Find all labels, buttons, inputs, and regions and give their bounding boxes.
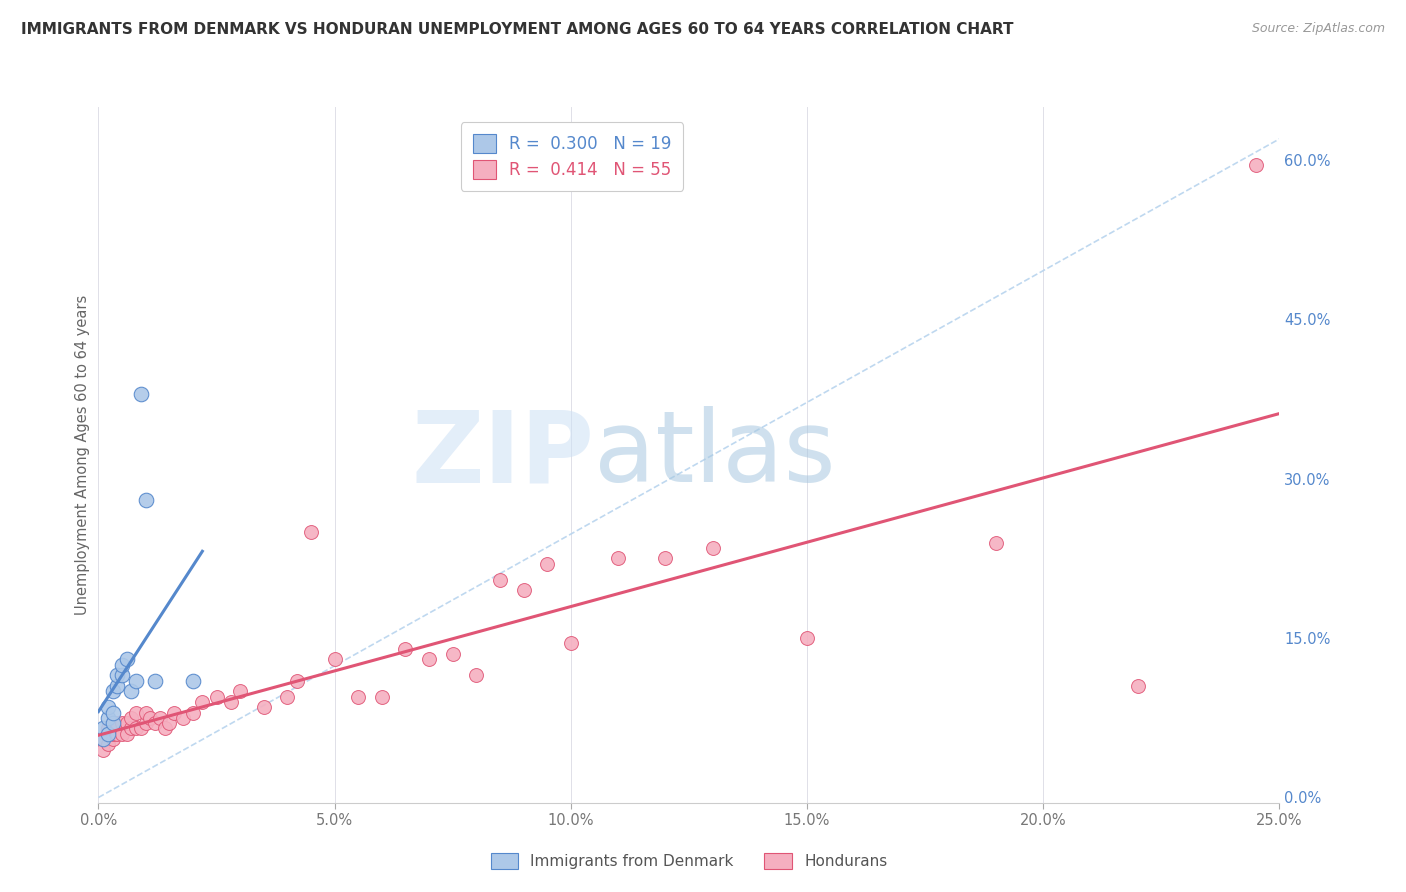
Point (181, 706, 204, 720)
Point (512, 583, 534, 598)
Point (97, 727, 120, 741)
Point (125, 673, 148, 688)
Text: atlas: atlas (595, 407, 837, 503)
Point (285, 673, 308, 688)
Point (560, 636, 582, 650)
Point (121, 722, 143, 736)
Point (125, 722, 148, 736)
Point (91, 722, 114, 736)
Point (105, 727, 128, 741)
Point (121, 711, 143, 725)
Legend: Immigrants from Denmark, Hondurans: Immigrants from Denmark, Hondurans (485, 847, 893, 875)
Point (143, 716, 166, 731)
Point (157, 716, 180, 731)
Point (105, 716, 128, 731)
Point (984, 535, 1007, 549)
Point (149, 711, 172, 725)
Point (101, 722, 124, 736)
Point (323, 652, 346, 666)
Point (111, 727, 134, 741)
Point (347, 690, 370, 704)
Point (91, 732, 114, 747)
Point (105, 679, 128, 693)
Point (172, 711, 194, 725)
Point (105, 668, 128, 682)
Point (101, 716, 124, 731)
Point (163, 706, 186, 720)
Text: Source: ZipAtlas.com: Source: ZipAtlas.com (1251, 22, 1385, 36)
Point (125, 706, 148, 720)
Point (181, 673, 204, 688)
Point (91, 742, 114, 756)
Point (111, 668, 134, 682)
Point (205, 690, 228, 704)
Point (101, 706, 124, 720)
Point (97, 727, 120, 741)
Legend: R =  0.300   N = 19, R =  0.414   N = 55: R = 0.300 N = 19, R = 0.414 N = 55 (461, 122, 683, 191)
Point (135, 716, 157, 731)
Point (129, 387, 152, 401)
Point (111, 657, 134, 672)
Point (121, 684, 143, 698)
Point (97, 722, 120, 736)
Point (465, 668, 488, 682)
Point (91, 732, 114, 747)
Point (115, 727, 138, 741)
Point (111, 716, 134, 731)
Point (489, 573, 512, 587)
Point (299, 524, 322, 539)
Point (97, 700, 120, 714)
Text: IMMIGRANTS FROM DENMARK VS HONDURAN UNEMPLOYMENT AMONG AGES 60 TO 64 YEARS CORRE: IMMIGRANTS FROM DENMARK VS HONDURAN UNEM… (21, 22, 1014, 37)
Y-axis label: Unemployment Among Ages 60 to 64 years: Unemployment Among Ages 60 to 64 years (75, 294, 90, 615)
Point (153, 722, 176, 736)
Point (115, 716, 138, 731)
Point (418, 652, 440, 666)
Point (441, 647, 464, 661)
Point (229, 684, 252, 698)
Text: ZIP: ZIP (412, 407, 595, 503)
Point (702, 541, 724, 555)
Point (796, 631, 818, 645)
Point (394, 641, 416, 656)
Point (97, 711, 120, 725)
Point (536, 557, 558, 571)
Point (139, 711, 162, 725)
Point (1126, 679, 1149, 693)
Point (135, 706, 157, 720)
Point (276, 690, 298, 704)
Point (219, 695, 242, 709)
Point (97, 738, 120, 752)
Point (101, 727, 124, 741)
Point (129, 722, 152, 736)
Point (253, 700, 276, 714)
Point (607, 551, 630, 566)
Point (654, 551, 676, 566)
Point (101, 684, 124, 698)
Point (1244, 158, 1267, 172)
Point (371, 690, 394, 704)
Point (101, 732, 124, 747)
Point (115, 652, 138, 666)
Point (191, 695, 214, 709)
Point (135, 493, 157, 508)
Point (143, 673, 166, 688)
